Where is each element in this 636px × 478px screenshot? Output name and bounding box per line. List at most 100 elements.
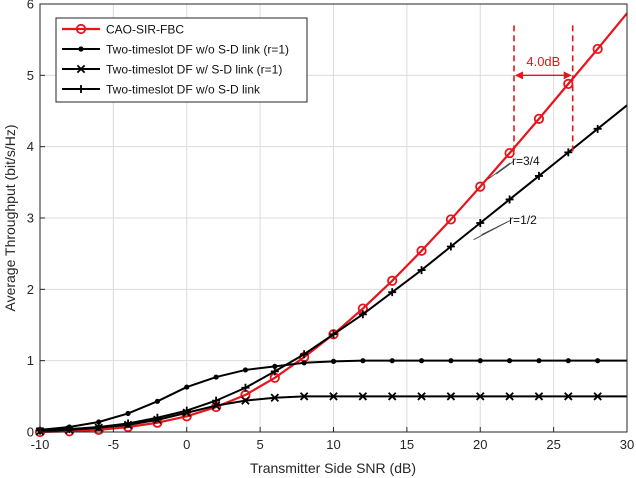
y-tick-label-6: 6 [27,0,34,12]
series-1-point-13 [418,358,425,364]
series-0-point-13 [416,245,427,256]
x-tick-label-1: -5 [108,437,120,452]
series-3-point-7 [241,383,250,392]
legend-label-2: Two-timeslot DF w/ S-D link (r=1) [106,63,282,77]
legend-item-2: Two-timeslot DF w/ S-D link (r=1) [62,63,282,77]
series-2-point-9 [299,392,309,401]
annotation-layer: 4.0dB r=3/4 r=1/2 [473,25,574,241]
series-3-point-5 [182,406,191,415]
series-0-point-14 [445,214,456,225]
series-1-point-14 [448,358,454,364]
series-1-point-15 [477,358,483,364]
slope-leader-b-1 [487,162,511,180]
series-3-point-3 [124,419,133,428]
y-tick-label-4: 4 [27,139,34,154]
y-tick-label-3: 3 [27,211,34,226]
series-3-point-9 [300,350,309,359]
series-3-point-4 [153,413,162,422]
annotation-1: r=3/4 [487,154,540,180]
legend-label-0: CAO-SIR-FBC [106,23,184,37]
series-1-point-3 [125,410,131,417]
series-1-point-12 [389,358,395,364]
series-2-point-16 [505,392,514,401]
y-axis-ticks: 0 1 2 3 4 5 6 [27,0,45,440]
series-1-point-18 [565,358,571,364]
legend-label-1: Two-timeslot DF w/o S-D link (r=1) [106,43,289,57]
series-1-point-11 [360,358,366,364]
series-1-point-6 [213,374,219,380]
series-0-point-16 [504,147,515,159]
series-2-point-6 [211,401,221,410]
series-1-point-19 [595,358,601,364]
legend-swatch-marker-0 [75,23,87,35]
gap-label: 4.0dB [526,54,560,69]
x-tick-label-3: 5 [257,437,264,452]
series-2-point-14 [446,392,456,401]
legend-swatch-marker-1 [78,46,84,52]
series-3-point-15 [476,218,485,227]
series-2-point-11 [358,392,368,401]
series-1-point-17 [536,358,542,364]
series-3-point-16 [505,195,514,204]
legend-item-3: Two-timeslot DF w/o S-D link [62,83,261,97]
slope-label-2: r=1/2 [509,213,537,227]
slope-label-1: r=3/4 [512,154,540,168]
x-axis-ticks: -10 -5 0 5 10 15 20 25 30 [31,427,634,452]
legend: CAO-SIR-FBC Two-timeslot DF w/o S-D link … [55,17,308,103]
series-3-point-10 [329,330,338,339]
slope-leader-1 [495,160,515,175]
series-2-point-13 [417,392,426,401]
annotation-2: r=1/2 [473,213,537,241]
x-tick-label-4: 10 [326,437,340,452]
series-1-point-10 [330,358,337,364]
x-tick-label-8: 30 [620,437,634,452]
series-0-point-15 [475,181,486,192]
series-3-point-6 [212,396,221,405]
series-1-point-4 [154,398,160,404]
x-tick-label-5: 15 [400,437,414,452]
x-axis-label: Transmitter Side SNR (dB) [250,460,416,476]
x-tick-label-6: 20 [473,437,487,452]
y-tick-label-1: 1 [27,353,34,368]
legend-swatch-marker-2 [76,64,86,74]
series-3-point-13 [417,266,426,275]
series-1-point-8 [272,363,278,369]
x-tick-label-2: 0 [183,437,190,452]
series-1-point-16 [507,358,513,364]
series-2-point-17 [534,392,544,401]
series-0-point-18 [563,78,574,89]
series-0-point-12 [387,275,398,286]
series-1-point-9 [301,360,307,366]
series-2-point-19 [593,392,602,401]
series-3-point-14 [446,242,455,251]
series-1-point-5 [184,384,190,390]
legend-item-1: Two-timeslot DF w/o S-D link (r=1) [62,43,289,57]
y-tick-label-0: 0 [27,425,34,440]
legend-swatch-marker-3 [77,85,85,93]
series-layer [34,12,628,438]
series-1-point-2 [96,419,102,425]
series-2-point-12 [387,392,397,401]
series-1-point-7 [242,367,249,373]
series-0-point-19 [592,43,603,55]
legend-label-3: Two-timeslot DF w/o S-D link [106,83,261,97]
series-2-point-7 [241,396,250,405]
series-3 [36,104,628,435]
series-2-point-15 [476,392,485,401]
series-2-point-10 [329,392,338,401]
series-3-point-17 [534,171,543,180]
annotation-0: 4.0dB [513,25,574,156]
y-tick-label-2: 2 [27,282,34,297]
series-3-point-18 [564,148,573,157]
legend-item-0: CAO-SIR-FBC [62,23,184,37]
series-3-point-19 [593,124,602,133]
series-2-point-18 [564,392,573,401]
series-3-point-8 [270,367,279,376]
series-3-point-12 [388,288,397,297]
gap-arrow-head-right [563,71,572,80]
y-axis-label: Average Throughput (bit/s/Hz) [2,124,18,311]
x-tick-label-0: -10 [31,437,50,452]
gap-arrow-head-left [515,71,524,80]
series-2-point-8 [270,393,280,402]
